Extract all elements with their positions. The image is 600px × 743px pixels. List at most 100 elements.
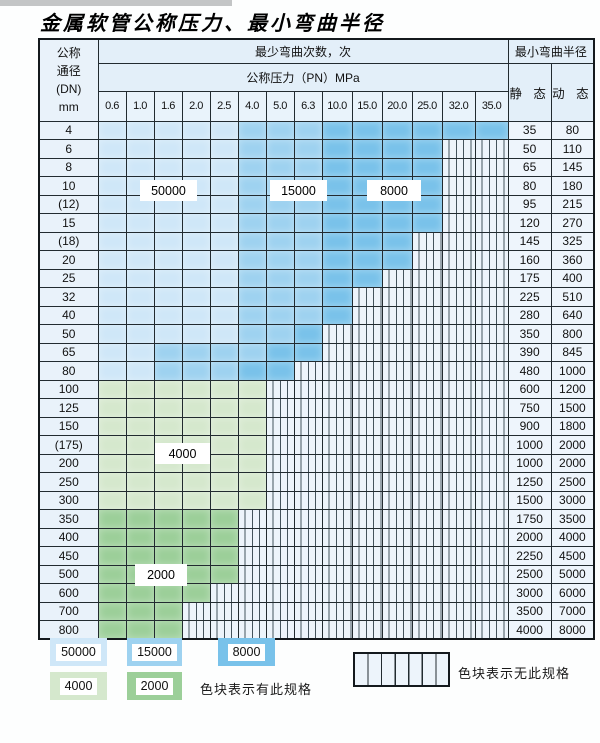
no-spec-cell (474, 509, 509, 529)
no-spec-cell (381, 509, 413, 529)
spec-cell-15000 (237, 213, 267, 233)
spec-cell-2000 (153, 583, 183, 603)
no-spec-cell (351, 564, 383, 584)
dn-label-cell: 10 (38, 176, 99, 196)
no-spec-cell (293, 453, 323, 473)
no-spec-cell (441, 194, 476, 214)
no-spec-cell (381, 601, 413, 621)
legend-label-8000: 8000 (227, 643, 266, 661)
no-spec-cell (411, 287, 443, 307)
legend-note-no-spec: 色块表示无此规格 (458, 666, 571, 681)
corner-header: 公称 通径 (DN) mm (38, 38, 99, 122)
no-spec-cell (441, 398, 476, 418)
spec-cell-50000 (209, 213, 239, 233)
spec-cell-50000 (125, 324, 155, 344)
corner-header-line: 通径 (56, 64, 81, 79)
spec-cell-4000 (237, 435, 267, 455)
spec-cell-50000 (209, 250, 239, 270)
no-spec-cell (381, 379, 413, 399)
no-spec-cell (293, 546, 323, 566)
dn-label-cell: (12) (38, 194, 99, 214)
no-spec-cell (381, 527, 413, 547)
spec-cell-15000 (237, 250, 267, 270)
static-radius-cell: 65 (507, 157, 552, 177)
spec-cell-8000 (351, 231, 383, 251)
spec-cell-4000 (237, 453, 267, 473)
static-radius-cell: 4000 (507, 620, 552, 640)
no-spec-cell (381, 546, 413, 566)
no-spec-cell (474, 453, 509, 473)
no-spec-cell (474, 472, 509, 492)
spec-cell-4000 (209, 398, 239, 418)
spec-cell-15000 (153, 342, 183, 362)
no-spec-cell (321, 398, 353, 418)
static-radius-cell: 2000 (507, 527, 552, 547)
spec-cell-8000 (381, 213, 413, 233)
no-spec-cell (321, 620, 353, 640)
no-spec-cell (474, 564, 509, 584)
no-spec-cell (381, 490, 413, 510)
spec-cell-8000 (293, 324, 323, 344)
spec-cell-4000 (153, 416, 183, 436)
static-radius-cell: 750 (507, 398, 552, 418)
spec-cell-8000 (351, 139, 383, 159)
dn-label-cell: 125 (38, 398, 99, 418)
no-spec-cell (381, 472, 413, 492)
static-radius-cell: 160 (507, 250, 552, 270)
no-spec-cell (411, 546, 443, 566)
spec-cell-2000 (97, 527, 127, 547)
spec-cell-50000 (209, 194, 239, 214)
spec-cell-8000 (351, 250, 383, 270)
spec-cell-50000 (181, 139, 211, 159)
dn-label-cell: 300 (38, 490, 99, 510)
static-radius-cell: 120 (507, 213, 552, 233)
spec-cell-2000 (97, 601, 127, 621)
no-spec-cell (351, 305, 383, 325)
table-row: 8 65 145 (38, 157, 595, 177)
spec-cell-4000 (97, 398, 127, 418)
no-spec-cell (441, 472, 476, 492)
spec-cell-4000 (97, 490, 127, 510)
dn-label-cell: 50 (38, 324, 99, 344)
spec-cell-2000 (153, 527, 183, 547)
legend-no-spec-swatch (353, 652, 450, 687)
static-header: 静 态 (507, 62, 552, 122)
no-spec-cell (441, 361, 476, 381)
static-radius-cell: 80 (507, 176, 552, 196)
no-spec-cell (441, 213, 476, 233)
no-spec-cell (321, 435, 353, 455)
no-spec-cell (441, 490, 476, 510)
spec-cell-50000 (125, 287, 155, 307)
spec-cell-8000 (411, 157, 443, 177)
table-row: 50 350 800 (38, 324, 595, 344)
static-radius-cell: 1750 (507, 509, 552, 529)
spec-cell-4000 (209, 435, 239, 455)
spec-cell-4000 (209, 379, 239, 399)
cycle-label-15000: 15000 (270, 180, 327, 201)
spec-cell-8000 (321, 157, 353, 177)
spec-cell-15000 (181, 361, 211, 381)
spec-cell-50000 (181, 324, 211, 344)
spec-cell-8000 (381, 139, 413, 159)
dynamic-radius-cell: 110 (550, 139, 595, 159)
dynamic-radius-cell: 510 (550, 287, 595, 307)
dn-label-cell: 250 (38, 472, 99, 492)
spec-cell-8000 (321, 268, 353, 288)
no-spec-cell (209, 583, 239, 603)
spec-cell-15000 (265, 139, 295, 159)
spec-cell-50000 (97, 361, 127, 381)
spec-cell-50000 (209, 287, 239, 307)
dn-label-cell: 350 (38, 509, 99, 529)
no-spec-cell (293, 379, 323, 399)
spec-cell-50000 (209, 176, 239, 196)
spec-cell-2000 (125, 620, 155, 640)
spec-cell-50000 (97, 176, 127, 196)
no-spec-cell (351, 342, 383, 362)
no-spec-cell (474, 398, 509, 418)
dynamic-radius-cell: 6000 (550, 583, 595, 603)
spec-cell-15000 (265, 305, 295, 325)
table-row: 800 4000 8000 (38, 620, 595, 640)
spec-cell-8000 (351, 157, 383, 177)
dynamic-radius-cell: 845 (550, 342, 595, 362)
spec-cell-15000 (265, 268, 295, 288)
